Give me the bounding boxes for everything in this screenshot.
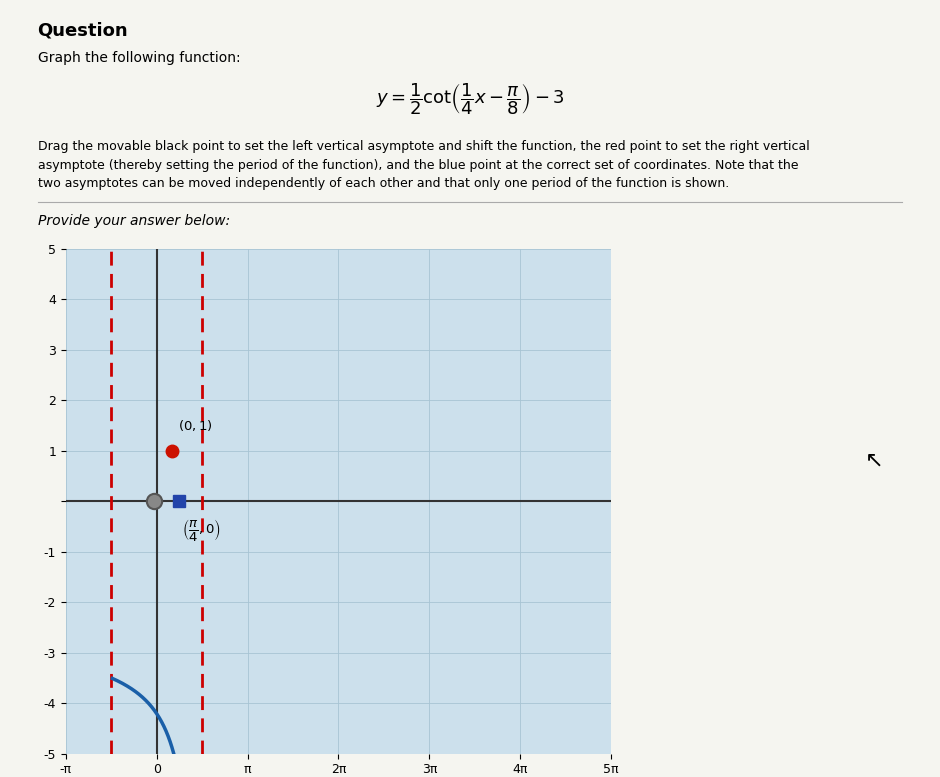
Text: Graph the following function:: Graph the following function:: [38, 51, 241, 64]
Text: Drag the movable black point to set the left vertical asymptote and shift the fu: Drag the movable black point to set the …: [38, 140, 809, 153]
Text: asymptote (thereby setting the period of the function), and the blue point at th: asymptote (thereby setting the period of…: [38, 159, 798, 172]
Text: ↖: ↖: [865, 450, 884, 470]
Text: $(0,1)$: $(0,1)$: [178, 419, 212, 434]
Text: Question: Question: [38, 22, 128, 40]
Text: $\left(\dfrac{\pi}{4},0\right)$: $\left(\dfrac{\pi}{4},0\right)$: [182, 517, 221, 543]
Text: $y = \dfrac{1}{2}\cot\!\left(\dfrac{1}{4}x - \dfrac{\pi}{8}\right) - 3$: $y = \dfrac{1}{2}\cot\!\left(\dfrac{1}{4…: [376, 82, 564, 117]
Text: two asymptotes can be moved independently of each other and that only one period: two asymptotes can be moved independentl…: [38, 177, 728, 190]
Text: Provide your answer below:: Provide your answer below:: [38, 214, 229, 228]
